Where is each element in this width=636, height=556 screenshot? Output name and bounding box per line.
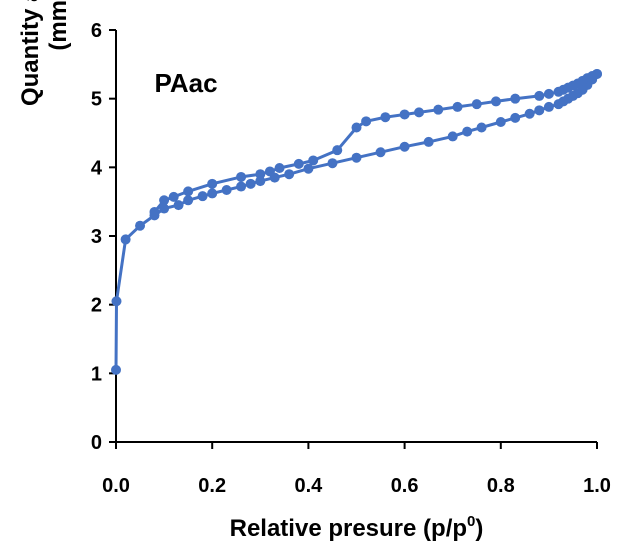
x-tick-label: 0.8 [487,475,515,497]
x-axis-ticks: 0.0 0.2 0.4 0.6 0.8 1.0 [102,442,611,497]
data-point [423,136,434,147]
data-point [245,178,256,189]
data-point [452,101,463,112]
data-point [168,191,179,202]
y-tick-label: 2 [91,295,102,317]
data-point [207,188,218,199]
data-point [264,166,275,177]
data-point [274,163,285,174]
data-point [293,158,304,169]
data-point [351,152,362,163]
x-axis-title-superscript: 0 [467,513,475,530]
annotation-label: PAac [154,68,217,98]
data-point [447,131,458,142]
data-point [284,169,295,180]
data-point [524,108,535,119]
y-tick-label: 5 [91,89,102,111]
data-point [462,126,473,137]
y-axis-title-line2: (mmol/g) [45,0,72,51]
x-axis-title-text: Relative presure (p/p [230,515,467,542]
y-tick-label: 3 [91,226,102,248]
data-point [183,195,194,206]
data-point [159,195,170,206]
series-desorption [149,68,602,217]
data-point [433,104,444,115]
data-point [236,181,247,192]
data-point [399,109,410,120]
data-point [183,186,194,197]
series-adsorption [111,68,602,375]
x-axis-title: Relative presure (p/p0) [230,513,484,542]
y-axis-ticks: 0 1 2 3 4 5 6 [91,20,116,454]
data-point [414,107,425,118]
data-point [543,101,554,112]
data-point [236,171,247,182]
data-point [111,296,122,307]
data-point [149,206,160,217]
data-point [471,99,482,110]
data-point [327,158,338,169]
data-point [476,122,487,133]
data-point [111,364,121,375]
data-point [510,112,521,123]
data-point [159,203,170,214]
data-point [207,178,218,189]
y-tick-label: 0 [91,432,102,454]
series-line [114,72,599,370]
data-point [534,105,545,116]
data-point [495,117,506,128]
data-point [351,122,362,133]
x-tick-label: 1.0 [583,475,611,497]
y-axis-title-line1: Quantity adsorbed [17,0,44,106]
data-point [308,155,319,166]
data-point [490,96,501,107]
data-point [399,141,410,152]
data-point [135,220,146,231]
x-tick-label: 0.6 [391,475,419,497]
y-axis-title: Quantity adsorbed (mmol/g) [17,0,72,106]
y-tick-label: 1 [91,363,102,385]
data-point [375,147,386,158]
data-point [534,90,545,101]
data-point [543,88,554,99]
plot-area [111,68,602,375]
data-point [553,86,564,97]
data-point [380,112,391,123]
data-point [255,176,266,187]
data-point [120,234,131,245]
data-point [255,169,266,180]
y-tick-label: 6 [91,20,102,42]
x-tick-label: 0.4 [294,475,323,497]
data-point [221,184,232,195]
data-point [173,200,184,211]
y-tick-label: 4 [91,157,103,179]
data-point [361,116,372,127]
x-tick-label: 0.2 [198,475,226,497]
data-point [303,163,314,174]
data-point [197,191,208,202]
x-tick-label: 0.0 [102,475,130,497]
x-axis-title-close: ) [475,515,483,542]
data-point [510,93,521,104]
data-point [332,145,343,156]
